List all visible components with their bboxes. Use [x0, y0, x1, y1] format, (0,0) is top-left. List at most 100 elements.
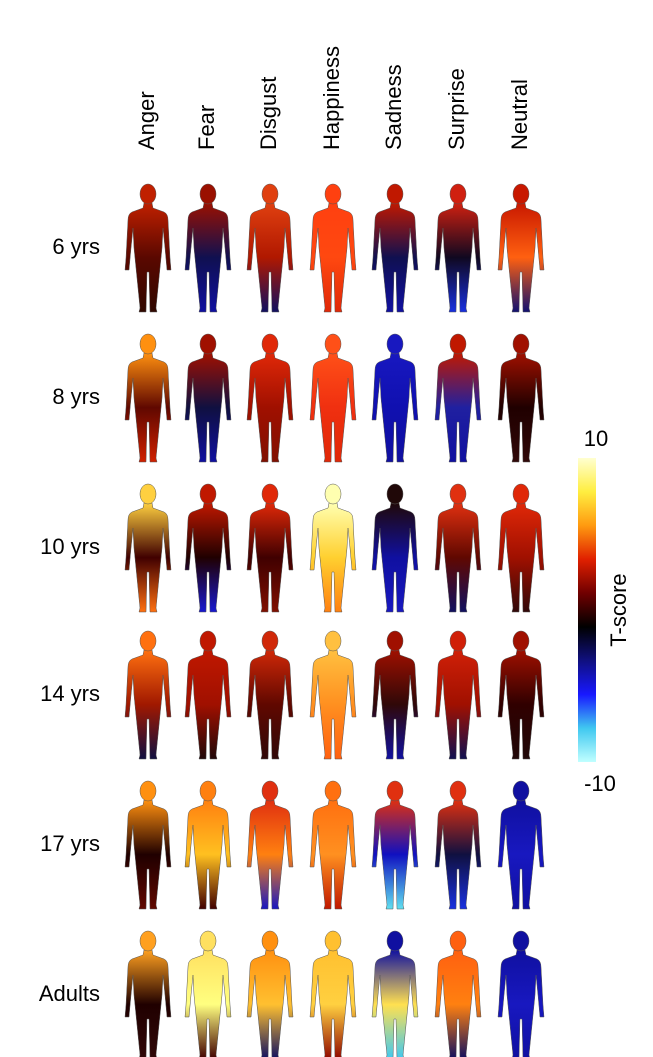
column-label: Disgust [256, 77, 281, 150]
body-head [512, 183, 530, 205]
body-map [184, 183, 232, 313]
body-silhouette [246, 352, 294, 463]
body-map [124, 780, 172, 910]
body-head [449, 630, 467, 652]
body-silhouette [184, 202, 232, 313]
body-map [371, 780, 419, 910]
row-label: 14 yrs [40, 681, 100, 706]
body-map [246, 483, 294, 613]
body-silhouette [434, 649, 482, 760]
body-map [497, 780, 545, 910]
body-silhouette [497, 352, 545, 463]
body-silhouette [371, 949, 419, 1057]
body-head [199, 183, 217, 205]
body-map [309, 483, 357, 613]
body-head [261, 630, 279, 652]
body-silhouette [371, 502, 419, 613]
body-head [324, 333, 342, 355]
colorbar-min: -10 [584, 771, 616, 796]
row-label: Adults [39, 981, 100, 1006]
body-map [434, 483, 482, 613]
body-silhouette [246, 799, 294, 910]
body-silhouette [434, 799, 482, 910]
body-head [199, 930, 217, 952]
body-map [124, 333, 172, 463]
body-map [309, 930, 357, 1057]
body-silhouette [246, 202, 294, 313]
body-silhouette [497, 502, 545, 613]
body-head [386, 333, 404, 355]
body-silhouette [124, 949, 172, 1057]
body-map [246, 630, 294, 760]
column-label: Anger [134, 91, 159, 150]
body-silhouette [124, 202, 172, 313]
body-silhouette [434, 949, 482, 1057]
body-map [184, 333, 232, 463]
body-map [497, 483, 545, 613]
body-silhouette [184, 649, 232, 760]
body-silhouette [309, 649, 357, 760]
body-silhouette [246, 649, 294, 760]
body-silhouette [434, 352, 482, 463]
body-silhouette [124, 649, 172, 760]
body-map [497, 183, 545, 313]
body-silhouette [309, 799, 357, 910]
body-head [449, 333, 467, 355]
body-head [324, 483, 342, 505]
body-head [512, 780, 530, 802]
body-silhouette [309, 502, 357, 613]
body-map [246, 780, 294, 910]
body-silhouette [371, 202, 419, 313]
body-silhouette [184, 502, 232, 613]
body-map [309, 333, 357, 463]
body-silhouette [309, 352, 357, 463]
body-head [449, 483, 467, 505]
body-silhouette [184, 949, 232, 1057]
body-silhouette [184, 799, 232, 910]
body-head [261, 780, 279, 802]
row-label: 10 yrs [40, 534, 100, 559]
body-map [124, 630, 172, 760]
body-head [386, 930, 404, 952]
body-head [386, 630, 404, 652]
body-map [371, 930, 419, 1057]
body-head [386, 780, 404, 802]
column-label: Neutral [507, 79, 532, 150]
body-head [261, 930, 279, 952]
body-silhouette [497, 949, 545, 1057]
column-label: Surprise [444, 68, 469, 150]
body-head [139, 930, 157, 952]
body-head [324, 930, 342, 952]
body-silhouette [371, 799, 419, 910]
body-head [139, 483, 157, 505]
body-head [261, 333, 279, 355]
body-head [199, 780, 217, 802]
row-label: 8 yrs [52, 384, 100, 409]
body-head [199, 630, 217, 652]
body-map [497, 630, 545, 760]
body-map [497, 930, 545, 1057]
body-map [434, 930, 482, 1057]
colorbar-label: T-score [606, 573, 631, 646]
row-label: 6 yrs [52, 234, 100, 259]
body-silhouette [184, 352, 232, 463]
body-silhouette [371, 352, 419, 463]
column-label: Sadness [381, 64, 406, 150]
body-head [139, 183, 157, 205]
body-head [512, 630, 530, 652]
body-map [124, 183, 172, 313]
body-map [309, 183, 357, 313]
body-map [434, 780, 482, 910]
body-map [184, 483, 232, 613]
body-silhouette [497, 649, 545, 760]
body-silhouette [309, 949, 357, 1057]
body-map [371, 333, 419, 463]
body-head [449, 183, 467, 205]
body-map [497, 333, 545, 463]
body-map [434, 183, 482, 313]
body-silhouette [124, 352, 172, 463]
body-head [512, 333, 530, 355]
body-silhouette [434, 502, 482, 613]
body-head [139, 780, 157, 802]
body-map [184, 630, 232, 760]
